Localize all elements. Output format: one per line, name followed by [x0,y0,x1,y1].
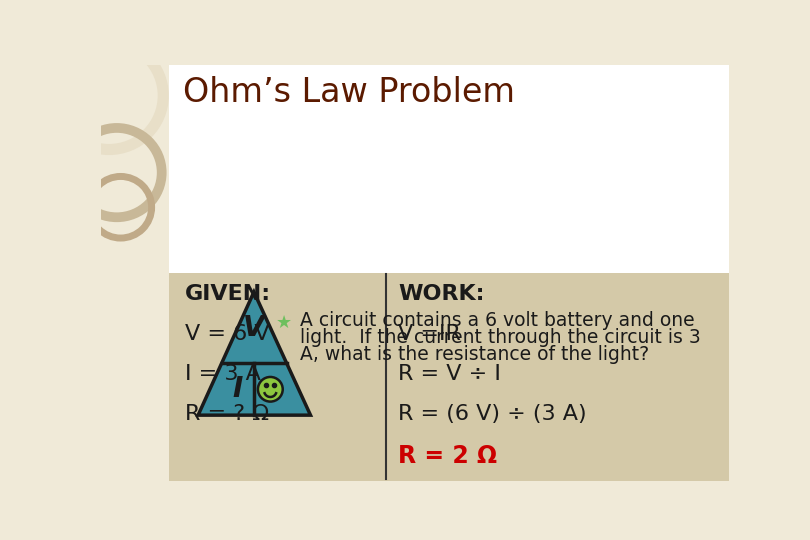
Text: V: V [243,314,265,342]
Text: V =IR: V =IR [398,325,461,345]
Text: V = 6 V: V = 6 V [185,325,270,345]
Text: WORK:: WORK: [398,284,484,304]
Text: GIVEN:: GIVEN: [185,284,271,304]
Polygon shape [198,292,310,415]
Text: R = (6 V) ÷ (3 A): R = (6 V) ÷ (3 A) [398,404,586,424]
Text: A circuit contains a 6 volt battery and one: A circuit contains a 6 volt battery and … [300,311,694,330]
Text: R = ? Ω: R = ? Ω [185,404,269,424]
Text: I = 3 A: I = 3 A [185,364,261,384]
Text: ★: ★ [276,314,292,332]
Bar [169,273,729,481]
Text: Ohm’s Law Problem: Ohm’s Law Problem [183,76,515,109]
Text: light.  If the current through the circuit is 3: light. If the current through the circui… [300,328,701,347]
Bar [101,65,169,481]
Text: I: I [232,375,243,403]
Circle shape [258,377,283,402]
Text: A, what is the resistance of the light?: A, what is the resistance of the light? [300,345,649,364]
Text: R = V ÷ I: R = V ÷ I [398,364,501,384]
Text: R = 2 Ω: R = 2 Ω [398,444,497,468]
Bar [169,65,729,273]
